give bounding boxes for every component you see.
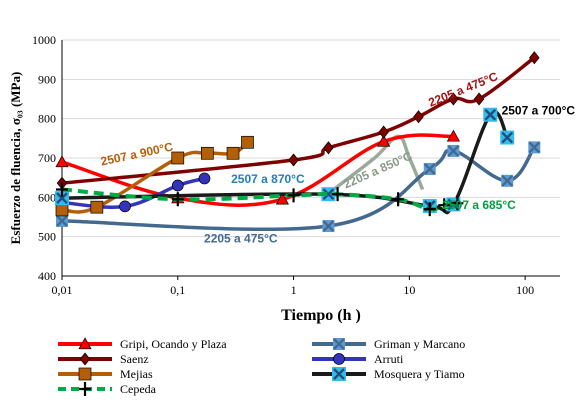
series-line <box>61 133 454 207</box>
data-point <box>423 163 436 176</box>
data-point <box>56 214 68 227</box>
legend-item: Griman y Marcano <box>312 337 465 351</box>
data-point <box>500 130 515 145</box>
x-tick-label: 0,01 <box>52 283 73 297</box>
data-point <box>198 172 211 185</box>
y-tick-label: 500 <box>38 230 56 244</box>
x-tick-label: 100 <box>516 283 534 297</box>
data-point <box>331 187 344 202</box>
y-tick-label: 1000 <box>32 33 56 47</box>
y-tick-label: 600 <box>38 190 56 204</box>
data-point <box>287 188 300 203</box>
x-tick-label: 0,1 <box>170 283 185 297</box>
data-point <box>483 107 498 122</box>
annotation-label: 2507 a 700°C <box>502 104 576 118</box>
y-axis-title: Esfuerzo de fluencia, σ₀₃ (MPa) <box>8 72 23 245</box>
data-point <box>275 192 289 205</box>
legend-marker <box>78 337 92 350</box>
data-point <box>378 125 389 139</box>
legend-label: Cepeda <box>120 382 157 396</box>
legend-item: Mosquera y Tiamo <box>312 367 465 381</box>
legend-marker <box>79 382 91 396</box>
data-point <box>528 141 541 154</box>
data-point <box>447 144 460 157</box>
data-point <box>529 51 540 65</box>
data-point <box>56 182 68 197</box>
legend-item: Gripi, Ocando y Plaza <box>58 337 227 351</box>
legend-label: Mejias <box>120 367 153 381</box>
series-6 <box>56 182 464 217</box>
data-point <box>171 151 185 165</box>
data-point <box>55 155 69 168</box>
annotation-label: 2507 a 685°C <box>442 198 516 212</box>
legend-label: Gripi, Ocando y Plaza <box>120 337 227 351</box>
series-4 <box>55 135 254 217</box>
x-axis-title: Tiempo (h ) <box>281 307 361 324</box>
legend-item: Cepeda <box>58 382 157 396</box>
annotation-label: 2507 a 870°C <box>231 172 305 186</box>
series-line <box>61 56 536 185</box>
annotation-label: 2205 a 475°C <box>204 232 278 246</box>
data-point <box>119 200 131 213</box>
data-point <box>392 192 405 207</box>
y-tick-label: 800 <box>38 112 56 126</box>
data-point <box>171 192 184 207</box>
legend-label: Mosquera y Tiamo <box>374 367 465 381</box>
data-point <box>226 146 240 160</box>
legend-item: Mejias <box>58 367 153 381</box>
data-point <box>473 92 485 106</box>
data-point <box>413 110 424 124</box>
data-point <box>446 129 460 142</box>
data-point <box>55 203 69 217</box>
data-point <box>288 153 299 167</box>
annotation-label: 2507 a 900°C <box>99 140 174 169</box>
data-point <box>323 141 334 155</box>
data-point <box>171 179 184 192</box>
data-point <box>321 187 336 202</box>
data-point <box>90 200 104 214</box>
x-tick-label: 1 <box>291 283 297 297</box>
legend-marker <box>78 367 92 381</box>
y-tick-label: 900 <box>38 72 56 86</box>
data-point <box>200 146 214 160</box>
legend-item: Arruti <box>312 352 404 366</box>
legend-marker <box>333 353 345 365</box>
data-point <box>55 191 69 206</box>
series-1 <box>56 141 541 233</box>
legend-label: Saenz <box>120 352 149 366</box>
data-point <box>451 196 464 211</box>
x-tick-label: 10 <box>403 283 415 297</box>
annotation-label: 2205 a 475°C <box>426 69 500 110</box>
data-point <box>322 220 335 233</box>
legend-label: Griman y Marcano <box>374 337 465 351</box>
legend-label: Arruti <box>374 352 404 366</box>
legend-marker <box>332 367 346 381</box>
data-point <box>377 134 391 147</box>
legend-item: Saenz <box>58 352 149 366</box>
legend-marker <box>79 352 91 366</box>
data-point <box>438 198 451 213</box>
legend-marker <box>333 338 345 350</box>
data-point <box>241 135 254 149</box>
data-point <box>423 202 436 217</box>
y-tick-label: 400 <box>38 269 56 283</box>
data-point <box>501 174 514 187</box>
y-tick-label: 700 <box>38 151 56 165</box>
data-point <box>448 92 459 106</box>
series-2 <box>56 51 540 190</box>
